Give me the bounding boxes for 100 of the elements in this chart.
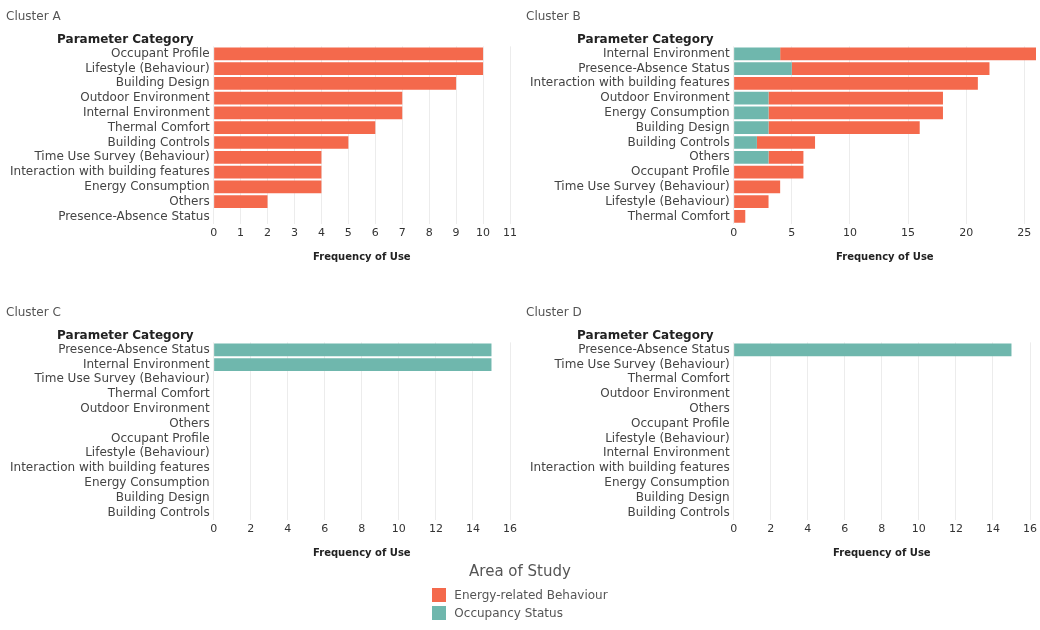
- x-axis-title: Frequency of Use: [313, 250, 411, 262]
- x-tick-label: 0: [210, 522, 218, 536]
- bar: [768, 91, 943, 105]
- y-tick-label: Lifestyle (Behaviour): [85, 60, 210, 75]
- bar: [734, 165, 804, 179]
- x-tick-label: 8: [358, 522, 366, 536]
- x-tick-label: 8: [878, 522, 886, 536]
- text: Cluster A: [6, 9, 62, 24]
- x-tick-label: 4: [804, 522, 812, 536]
- x-tick-label: 5: [344, 226, 352, 240]
- bar: [734, 62, 792, 75]
- x-tick-label: 11: [503, 226, 517, 240]
- y-tick-label: Interaction with building features: [9, 460, 210, 475]
- y-tick-label: Building Design: [635, 489, 730, 504]
- y-tick-label: Time Use Survey (Behaviour): [33, 149, 210, 164]
- bar: [756, 136, 816, 149]
- bar: [734, 77, 978, 90]
- x-tick-label: 8: [425, 226, 433, 240]
- bar: [768, 106, 943, 120]
- y-tick-label: Occupant Profile: [110, 430, 210, 445]
- x-tick-label: 10: [476, 226, 491, 240]
- y-tick-label: Presence-Absence Status: [578, 60, 730, 75]
- x-tick-label: 15: [901, 226, 916, 240]
- bar: [734, 195, 769, 208]
- bar: [734, 180, 781, 194]
- x-tick-label: 3: [290, 226, 298, 240]
- y-tick-label: Internal Environment: [602, 45, 730, 60]
- bar: [734, 210, 746, 223]
- x-axis-title: Frequency of Use: [833, 546, 931, 558]
- y-axis-title: Parameter Category: [57, 31, 194, 46]
- y-tick-label: Internal Environment: [602, 445, 730, 460]
- y-tick-label: Occupant Profile: [110, 45, 210, 60]
- bar: [214, 195, 268, 208]
- y-axis-title: Parameter Category: [577, 327, 714, 342]
- x-axis-title: Frequency of Use: [836, 250, 934, 262]
- y-tick-label: Thermal Comfort: [626, 208, 730, 223]
- x-tick-label: 12: [428, 522, 443, 536]
- bar: [214, 136, 349, 149]
- y-tick-label: Building Controls: [627, 504, 730, 519]
- bar: [214, 180, 322, 194]
- x-tick-label: 10: [842, 226, 857, 240]
- y-tick-label: Energy Consumption: [84, 178, 210, 193]
- y-tick-label: Energy Consumption: [604, 474, 730, 489]
- x-tick-label: 0: [730, 226, 738, 240]
- y-tick-label: Time Use Survey (Behaviour): [553, 356, 730, 371]
- y-tick-label: Presence-Absence Status: [58, 208, 210, 223]
- bar: [214, 62, 484, 75]
- y-tick-label: Interaction with building features: [529, 460, 730, 475]
- x-tick-label: 2: [767, 522, 775, 536]
- y-tick-label: Time Use Survey (Behaviour): [33, 371, 210, 386]
- x-tick-label: 2: [247, 522, 255, 536]
- x-tick-label: 4: [284, 522, 292, 536]
- y-tick-label: Building Controls: [107, 504, 210, 519]
- text: Cluster D: [526, 305, 582, 320]
- y-tick-label: Others: [169, 415, 210, 430]
- x-tick-label: 0: [730, 522, 738, 536]
- y-axis-title: Parameter Category: [577, 31, 714, 46]
- y-tick-label: Lifestyle (Behaviour): [605, 430, 730, 445]
- x-tick-label: 16: [503, 522, 517, 536]
- x-tick-label: 14: [465, 522, 480, 536]
- x-tick-label: 0: [210, 226, 218, 240]
- legend-label: Energy-related Behaviour: [454, 588, 608, 602]
- y-tick-label: Interaction with building features: [9, 164, 210, 179]
- y-tick-label: Lifestyle (Behaviour): [85, 445, 210, 460]
- bar: [214, 121, 376, 135]
- y-tick-label: Presence-Absence Status: [578, 341, 730, 356]
- y-tick-label: Energy Consumption: [604, 105, 730, 120]
- bar: [768, 150, 804, 164]
- x-tick-label: 20: [959, 226, 974, 240]
- y-tick-label: Building Controls: [627, 134, 730, 149]
- y-tick-label: Building Design: [115, 489, 210, 504]
- y-tick-label: Internal Environment: [82, 105, 210, 120]
- bar: [214, 165, 322, 179]
- y-tick-label: Energy Consumption: [84, 474, 210, 489]
- x-tick-label: 12: [948, 522, 963, 536]
- y-tick-label: Outdoor Environment: [80, 90, 210, 105]
- x-tick-label: 10: [911, 522, 926, 536]
- bar: [734, 47, 781, 61]
- x-tick-label: 6: [371, 226, 379, 240]
- bar: [791, 62, 990, 75]
- bar: [768, 121, 920, 135]
- y-tick-label: Presence-Absence Status: [58, 341, 210, 356]
- x-tick-label: 4: [317, 226, 325, 240]
- y-tick-label: Outdoor Environment: [600, 90, 730, 105]
- y-tick-label: Occupant Profile: [630, 164, 730, 179]
- x-tick-label: 7: [398, 226, 406, 240]
- x-tick-label: 6: [841, 522, 849, 536]
- bar: [780, 47, 1036, 61]
- bar: [214, 91, 403, 105]
- bar: [214, 47, 484, 61]
- x-tick-label: 14: [985, 522, 1000, 536]
- x-tick-label: 9: [452, 226, 460, 240]
- y-tick-label: Building Controls: [107, 134, 210, 149]
- x-axis-title: Frequency of Use: [313, 546, 411, 558]
- bar: [214, 77, 457, 90]
- legend-title: Area of Study: [468, 562, 572, 580]
- y-tick-label: Outdoor Environment: [80, 401, 210, 416]
- bar: [734, 91, 769, 105]
- x-tick-label: 2: [264, 226, 272, 240]
- y-tick-label: Outdoor Environment: [600, 386, 730, 401]
